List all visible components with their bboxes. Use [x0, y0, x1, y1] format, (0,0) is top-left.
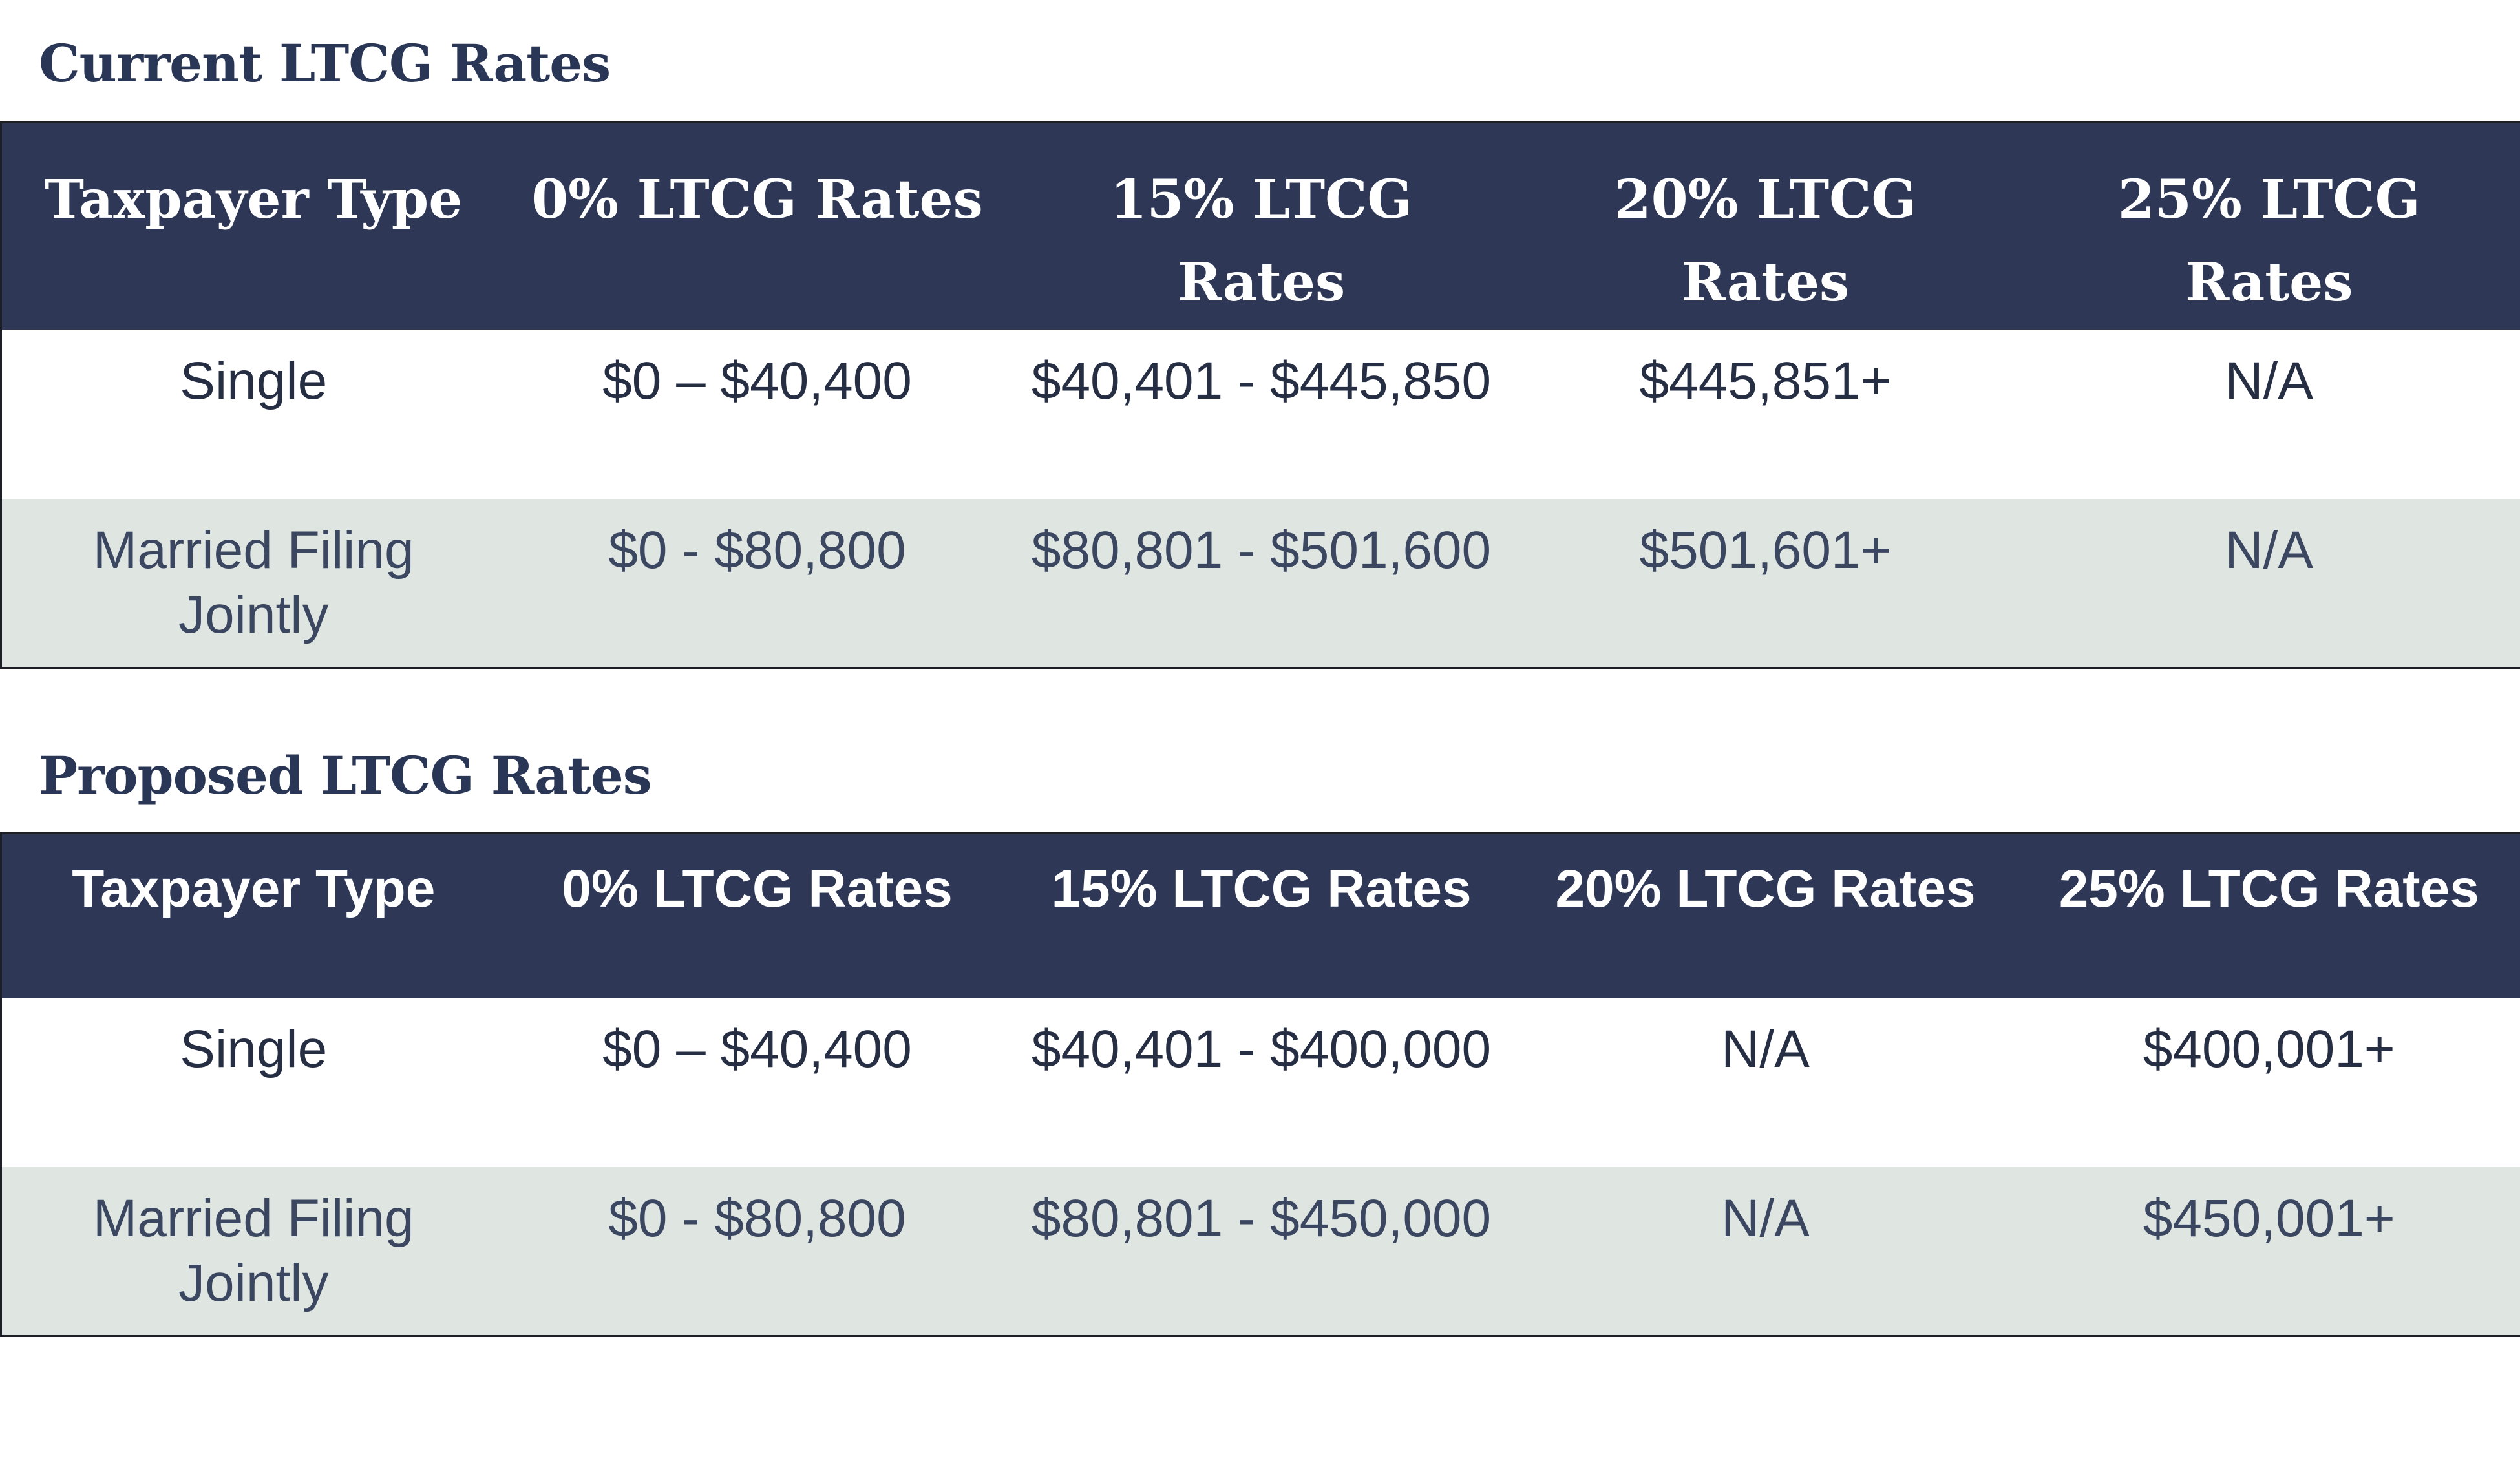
- table-row-single: Single $0 – $40,400 $40,401 - $445,850 $…: [1, 329, 2520, 499]
- proposed-rates-table: Taxpayer Type 0% LTCG Rates 15% LTCG Rat…: [0, 832, 2520, 1337]
- cell-taxpayer-type: Single: [180, 1019, 328, 1079]
- header-taxpayer-type: Taxpayer Type: [72, 859, 436, 918]
- proposed-rates-title: Proposed LTCG Rates: [39, 745, 652, 806]
- table-row-married-filing-jointly: Married Filing Jointly $0 - $80,800 $80,…: [1, 1166, 2520, 1336]
- cell-15-percent: $80,801 - $501,600: [1031, 520, 1492, 580]
- table-header-row: Taxpayer Type 0% LTCG Rates 15% LTCG Rat…: [1, 122, 2520, 330]
- cell-0-percent: $0 - $80,800: [608, 1188, 906, 1248]
- header-20-percent-rates: 20% LTCG Rates: [1555, 859, 1976, 918]
- header-0-percent-rates: 0% LTCG Rates: [531, 169, 983, 231]
- cell-taxpayer-type: Married Filing Jointly: [92, 520, 414, 644]
- cell-0-percent: $0 – $40,400: [602, 1019, 912, 1079]
- header-15-percent-rates: 15% LTCG Rates: [1110, 169, 1413, 313]
- header-25-percent-rates: 25% LTCG Rates: [2059, 859, 2479, 918]
- header-taxpayer-type: Taxpayer Type: [45, 169, 463, 231]
- cell-15-percent: $40,401 - $445,850: [1031, 351, 1492, 410]
- header-15-percent-rates: 15% LTCG Rates: [1051, 859, 1472, 918]
- cell-25-percent: N/A: [2225, 351, 2314, 410]
- cell-0-percent: $0 - $80,800: [608, 520, 906, 580]
- cell-0-percent: $0 – $40,400: [602, 351, 912, 410]
- cell-25-percent: $400,001+: [2143, 1019, 2395, 1079]
- current-rates-title: Current LTCG Rates: [39, 33, 611, 94]
- cell-25-percent: N/A: [2225, 520, 2314, 580]
- current-rates-table: Taxpayer Type 0% LTCG Rates 15% LTCG Rat…: [0, 121, 2520, 669]
- cell-25-percent: $450,001+: [2143, 1188, 2395, 1248]
- cell-taxpayer-type: Single: [180, 351, 328, 410]
- header-25-percent-rates: 25% LTCG Rates: [2117, 169, 2420, 313]
- header-20-percent-rates: 20% LTCG Rates: [1614, 169, 1917, 313]
- cell-20-percent: $445,851+: [1639, 351, 1892, 410]
- cell-15-percent: $40,401 - $400,000: [1031, 1019, 1492, 1079]
- cell-15-percent: $80,801 - $450,000: [1031, 1188, 1492, 1248]
- table-row-single: Single $0 – $40,400 $40,401 - $400,000 N…: [1, 997, 2520, 1167]
- cell-20-percent: $501,601+: [1639, 520, 1892, 580]
- cell-taxpayer-type: Married Filing Jointly: [92, 1188, 414, 1312]
- cell-20-percent: N/A: [1721, 1019, 1810, 1079]
- table-header-row: Taxpayer Type 0% LTCG Rates 15% LTCG Rat…: [1, 833, 2520, 998]
- header-0-percent-rates: 0% LTCG Rates: [562, 859, 953, 918]
- table-row-married-filing-jointly: Married Filing Jointly $0 - $80,800 $80,…: [1, 498, 2520, 668]
- cell-20-percent: N/A: [1721, 1188, 1810, 1248]
